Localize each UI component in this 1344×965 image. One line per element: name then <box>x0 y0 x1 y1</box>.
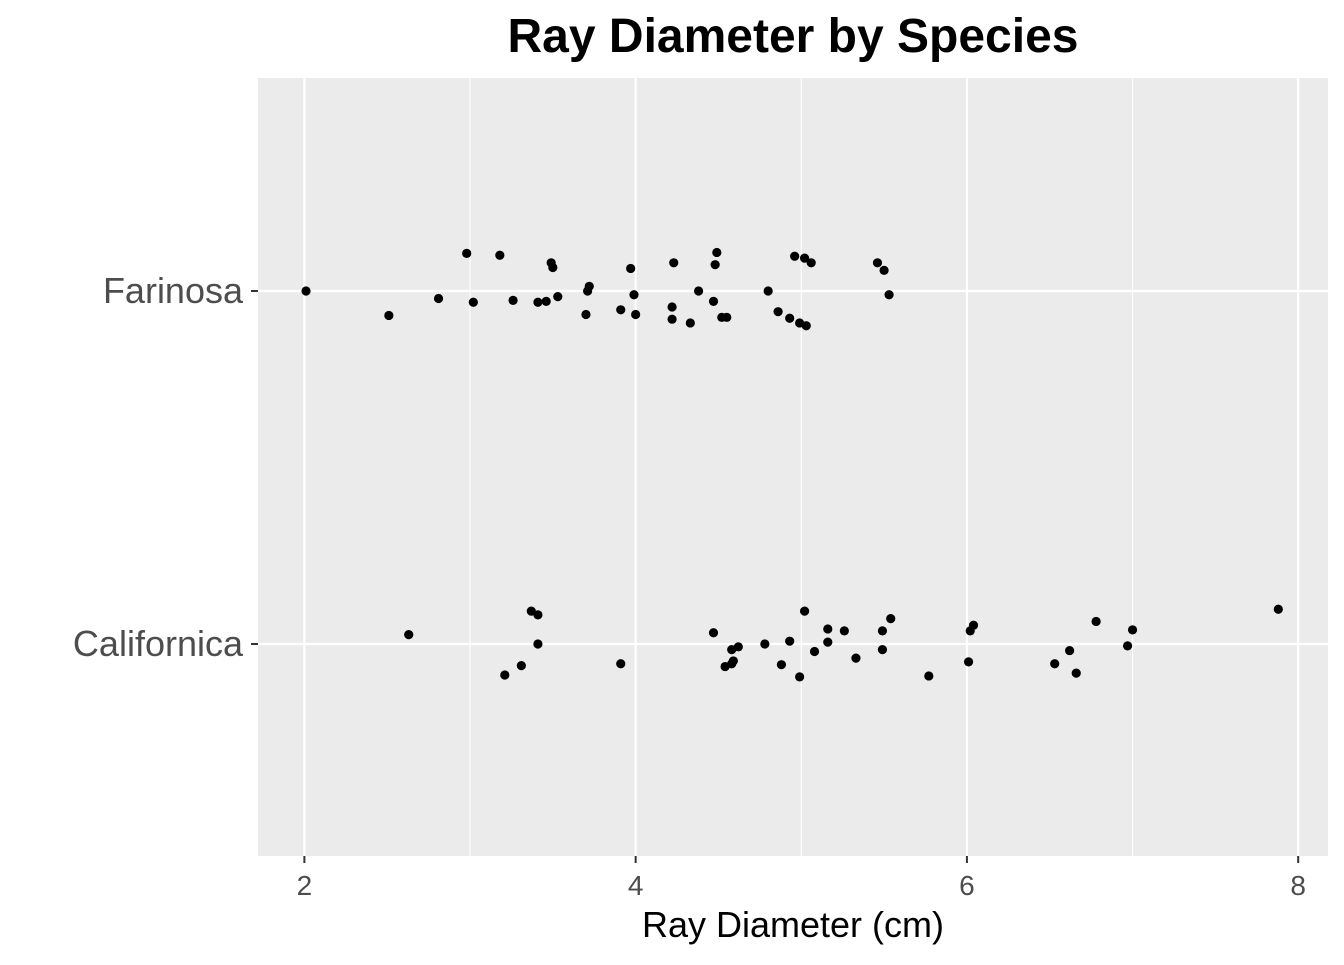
data-point-californica <box>877 626 888 636</box>
data-point-farinosa <box>799 253 810 263</box>
plot-panel <box>258 78 1328 856</box>
x-tick-label: 4 <box>628 870 644 901</box>
data-point-californica <box>877 645 888 655</box>
data-point-farinosa <box>785 313 795 323</box>
data-point-farinosa <box>626 263 636 274</box>
data-point-farinosa <box>685 318 695 328</box>
axis-ticks: 2 4 6 8 Californica Farinosa <box>73 270 1306 901</box>
data-point-californica <box>616 659 626 669</box>
data-point-californica <box>851 653 861 663</box>
data-point-farinosa <box>879 265 889 275</box>
data-point-farinosa <box>667 302 677 312</box>
data-point-californica <box>733 642 743 652</box>
data-point-californica <box>533 639 543 649</box>
data-point-californica <box>1091 616 1101 627</box>
data-point-californica <box>533 610 543 620</box>
data-point-farinosa <box>301 286 311 296</box>
data-point-californica <box>839 626 849 636</box>
data-point-californica <box>516 661 526 671</box>
data-point-californica <box>728 656 738 666</box>
data-point-farinosa <box>710 260 720 270</box>
data-point-farinosa <box>533 297 543 307</box>
data-point-farinosa <box>508 295 518 305</box>
data-point-farinosa <box>667 314 677 324</box>
chart-title: Ray Diameter by Species <box>508 10 1079 63</box>
data-point-farinosa <box>708 296 719 306</box>
y-tick-label: Californica <box>73 623 244 664</box>
data-point-californica <box>1050 659 1060 669</box>
data-point-farinosa <box>763 286 773 296</box>
data-point-californica <box>1071 668 1081 678</box>
y-tick-label: Farinosa <box>103 270 244 311</box>
data-point-farinosa <box>712 247 722 258</box>
data-point-farinosa <box>548 262 558 273</box>
data-point-farinosa <box>722 312 732 322</box>
data-point-farinosa <box>468 297 478 307</box>
data-point-californica <box>404 630 414 640</box>
data-point-farinosa <box>384 310 394 321</box>
data-point-californica <box>809 646 820 657</box>
data-point-californica <box>823 637 833 647</box>
data-point-californica <box>963 657 974 667</box>
data-point-farinosa <box>693 286 704 296</box>
data-point-farinosa <box>801 321 811 331</box>
data-point-californica <box>886 614 896 624</box>
data-point-farinosa <box>790 251 800 261</box>
data-point-californica <box>708 628 719 638</box>
data-point-farinosa <box>806 258 816 268</box>
x-tick-label: 8 <box>1290 870 1306 901</box>
data-point-farinosa <box>872 258 883 268</box>
data-point-californica <box>1127 625 1138 635</box>
data-point-farinosa <box>433 293 444 304</box>
data-point-californica <box>795 672 805 682</box>
data-point-farinosa <box>581 309 591 320</box>
data-point-californica <box>785 636 795 646</box>
data-point-farinosa <box>631 309 641 320</box>
data-point-farinosa <box>541 296 551 306</box>
data-point-californica <box>1122 641 1133 651</box>
data-point-farinosa <box>669 258 679 268</box>
data-point-californica <box>776 660 787 670</box>
grid-lines <box>258 78 1328 856</box>
data-point-californica <box>1065 645 1075 656</box>
data-point-farinosa <box>629 290 639 300</box>
data-point-farinosa <box>584 281 594 291</box>
data-point-californica <box>760 639 770 649</box>
data-points <box>301 247 1283 682</box>
data-point-farinosa <box>884 290 894 300</box>
data-point-farinosa <box>553 292 563 302</box>
data-point-californica <box>924 671 934 681</box>
data-point-farinosa <box>495 250 505 260</box>
data-point-californica <box>823 624 833 634</box>
data-point-californica <box>1273 604 1283 614</box>
x-tick-label: 6 <box>959 870 975 901</box>
x-tick-label: 2 <box>297 870 313 901</box>
x-axis-title: Ray Diameter (cm) <box>642 904 944 945</box>
data-point-californica <box>968 620 979 630</box>
data-point-californica <box>799 606 810 616</box>
data-point-californica <box>500 670 510 680</box>
data-point-farinosa <box>616 305 626 315</box>
data-point-farinosa <box>462 248 472 258</box>
data-point-farinosa <box>773 307 783 317</box>
